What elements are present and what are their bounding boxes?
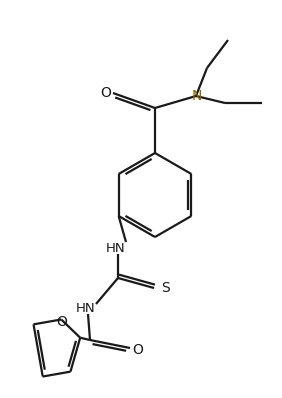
Text: HN: HN bbox=[106, 242, 126, 254]
Text: O: O bbox=[56, 316, 67, 330]
Text: O: O bbox=[101, 86, 111, 100]
Text: O: O bbox=[133, 343, 144, 357]
Text: S: S bbox=[162, 281, 170, 295]
Text: N: N bbox=[192, 89, 202, 103]
Text: HN: HN bbox=[76, 302, 96, 314]
